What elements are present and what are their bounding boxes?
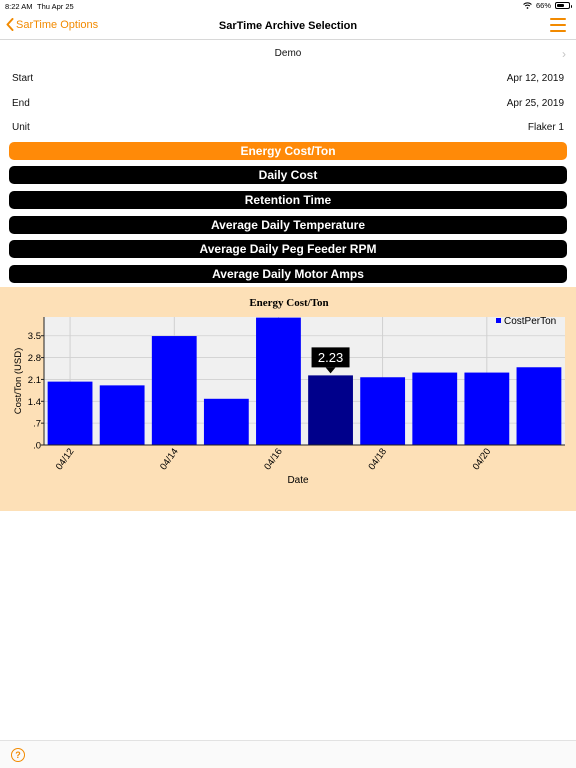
bar-04-16[interactable] <box>256 317 301 445</box>
bar-04-19[interactable] <box>412 372 458 445</box>
bar-04-12[interactable] <box>47 381 93 445</box>
chart-legend: CostPerTon <box>496 316 556 327</box>
average-daily-temperature-button[interactable]: Average Daily Temperature <box>9 216 567 234</box>
bottom-bar: ? <box>0 740 576 768</box>
end-label: End <box>12 98 30 109</box>
status-time: 8:22 AM <box>5 2 33 11</box>
unit-value: Flaker 1 <box>527 122 564 133</box>
status-indicators: 66% <box>523 1 572 10</box>
bar-04-17[interactable] <box>308 375 353 445</box>
chevron-right-icon: › <box>562 47 566 61</box>
x-tick-label: 04/12 <box>54 446 77 472</box>
tooltip-value: 2.23 <box>318 350 343 365</box>
archive-name: Demo <box>274 48 302 59</box>
value-tooltip: 2.23 <box>311 347 350 374</box>
end-value: Apr 25, 2019 <box>506 98 564 109</box>
x-axis-ticks: 04/12 04/14 04/16 04/18 04/20 <box>54 446 493 472</box>
bar-04-15[interactable] <box>203 398 249 445</box>
start-date-row[interactable]: Start Apr 12, 2019 <box>0 65 576 89</box>
bar-04-14[interactable] <box>151 336 197 445</box>
x-tick-label: 04/16 <box>262 446 285 472</box>
legend-label: CostPerTon <box>504 316 556 327</box>
bar-04-21[interactable] <box>516 367 562 445</box>
start-value: Apr 12, 2019 <box>506 73 564 84</box>
archive-selector-row[interactable]: Demo › <box>0 40 576 64</box>
battery-percent: 66% <box>535 1 551 10</box>
back-button[interactable]: SarTime Options <box>6 18 98 31</box>
unit-row[interactable]: Unit Flaker 1 <box>0 114 576 138</box>
x-axis-label: Date <box>287 475 309 486</box>
start-label: Start <box>12 73 34 84</box>
x-tick-label: 04/14 <box>158 446 181 472</box>
bars[interactable] <box>47 317 562 445</box>
average-daily-peg-feeder-rpm-button[interactable]: Average Daily Peg Feeder RPM <box>9 240 567 258</box>
retention-time-button[interactable]: Retention Time <box>9 191 567 209</box>
wifi-icon <box>523 2 532 9</box>
status-date: Thu Apr 25 <box>37 2 74 11</box>
y-tick-label: .7 <box>33 419 41 430</box>
x-tick-label: 04/20 <box>471 446 494 472</box>
energy-cost-ton-button[interactable]: Energy Cost/Ton <box>9 142 567 160</box>
y-axis-label: Cost/Ton (USD) <box>13 348 24 415</box>
back-button-label: SarTime Options <box>16 18 99 31</box>
x-tick-label: 04/18 <box>366 446 389 472</box>
chart-title: Energy Cost/Ton <box>249 297 328 309</box>
average-daily-motor-amps-button[interactable]: Average Daily Motor Amps <box>9 265 567 283</box>
energy-cost-chart[interactable]: Energy Cost/Ton .0.71.42.12.83.5 04/12 04… <box>0 287 576 511</box>
y-tick-label: 3.5 <box>28 331 41 342</box>
chevron-left-icon <box>6 18 14 31</box>
battery-icon <box>555 2 572 9</box>
bar-04-18[interactable] <box>360 377 406 445</box>
daily-cost-button[interactable]: Daily Cost <box>9 166 567 184</box>
chart-panel: Energy Cost/Ton .0.7 1.4 2.1 2.8 3.5 04/12 04… <box>0 287 576 511</box>
legend-swatch <box>496 318 501 323</box>
status-bar: 8:22 AM Thu Apr 25 66% <box>0 0 576 12</box>
page-title: SarTime Archive Selection <box>218 20 358 32</box>
y-tick-label: .0 <box>33 441 41 452</box>
y-tick-label: 2.1 <box>28 375 41 386</box>
bar-04-20[interactable] <box>464 372 510 445</box>
unit-label: Unit <box>12 122 30 133</box>
question-circle-icon[interactable]: ? <box>11 748 25 762</box>
nav-bar: SarTime Options SarTime Archive Selectio… <box>0 12 576 40</box>
hamburger-menu-icon[interactable] <box>550 18 566 32</box>
y-tick-label: 1.4 <box>28 397 41 408</box>
end-date-row[interactable]: End Apr 25, 2019 <box>0 90 576 114</box>
bar-04-13[interactable] <box>99 385 145 445</box>
y-tick-label: 2.8 <box>28 353 41 364</box>
